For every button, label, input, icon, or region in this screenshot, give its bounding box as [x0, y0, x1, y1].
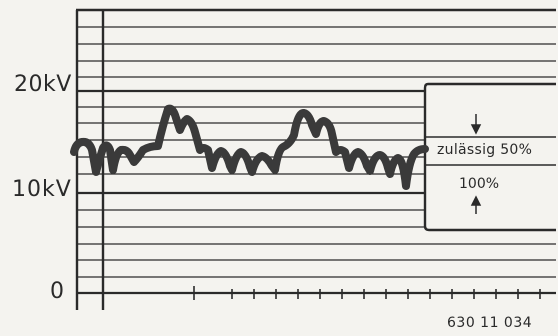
tolerance-arrow-bottom: [470, 195, 482, 214]
figure-number: 630 11 034: [447, 315, 533, 331]
time-ticks: [193, 286, 541, 300]
tolerance-arrow-top: [470, 114, 482, 135]
tolerance-label-lower: 100%: [459, 176, 500, 192]
tolerance-box: [423, 82, 556, 232]
voltage-waveform: [70, 104, 429, 190]
tolerance-label-upper: zulässig 50%: [437, 142, 533, 158]
y-axis-label-20kv: 20kV: [14, 72, 72, 97]
y-axis-label-10kv: 10kV: [12, 177, 72, 202]
y-axis-label-zero: 0: [50, 279, 64, 304]
